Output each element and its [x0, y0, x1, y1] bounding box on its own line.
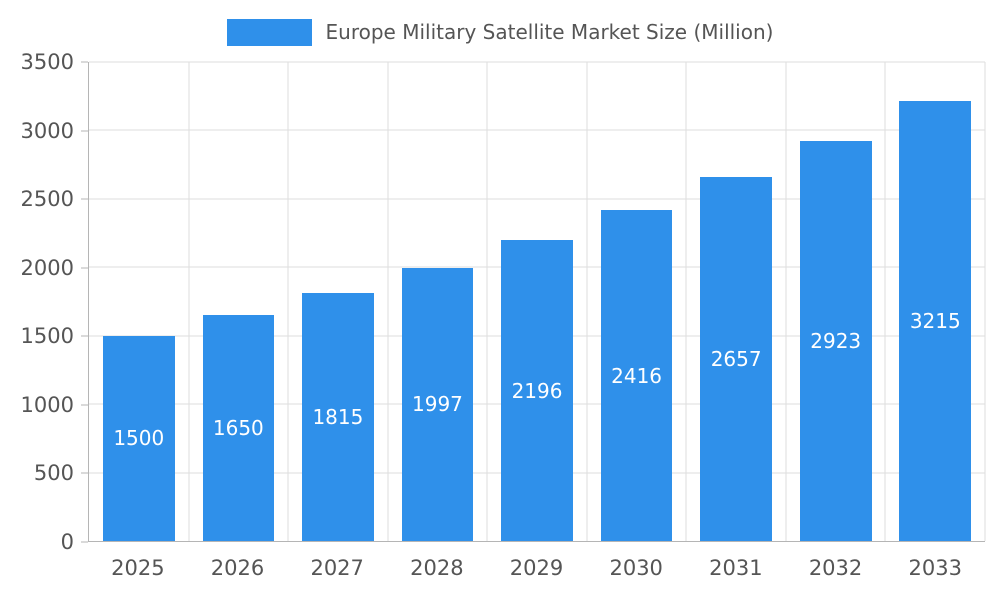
y-axis-label: 1500: [20, 324, 74, 349]
bar-cell: 2196: [487, 62, 587, 541]
bar-cell: 1997: [388, 62, 488, 541]
x-axis-label: 2032: [808, 556, 863, 580]
legend-label: Europe Military Satellite Market Size (M…: [325, 20, 774, 44]
y-axis-tick: [81, 541, 88, 543]
y-axis-label: 2500: [20, 187, 74, 212]
gridline-horizontal: [89, 129, 985, 131]
bar-cell: 2923: [786, 62, 886, 541]
bar-value-label: 2923: [810, 328, 862, 353]
x-axis-label: 2029: [509, 556, 564, 580]
gridline-vertical: [387, 62, 389, 541]
x-axis-label: 2028: [410, 556, 464, 580]
bar-2025: 1500: [102, 335, 175, 541]
y-axis-label: 500: [33, 461, 74, 486]
y-axis-label: 1000: [20, 392, 74, 417]
bar-value-label: 1997: [412, 392, 463, 417]
plot-area: 1500 1650 1815 1997 2196 2416 2657 2923 3215: [88, 61, 986, 542]
y-axis-tick: [81, 130, 88, 132]
x-axis-label: 2030: [609, 556, 663, 580]
y-axis-label: 0: [60, 530, 74, 554]
y-axis-tick: [81, 472, 88, 474]
bar-value-label: 1650: [212, 416, 264, 441]
y-axis-label: 3500: [20, 50, 74, 74]
gridline-vertical: [188, 62, 190, 541]
x-axis-label: 2025: [111, 556, 165, 580]
y-axis-tick: [81, 335, 88, 337]
chart-legend[interactable]: Europe Military Satellite Market Size (M…: [0, 17, 1000, 47]
gridline-horizontal: [89, 198, 985, 200]
bar-value-label: 2657: [710, 347, 762, 372]
x-axis-label: 2031: [709, 556, 763, 580]
gridline-vertical: [884, 62, 886, 541]
bar-2033: 3215: [899, 101, 972, 541]
y-axis-label: 2000: [20, 255, 74, 280]
x-axis-label: 2027: [310, 556, 364, 580]
bar-cell: 1650: [189, 62, 289, 541]
bar-2031: 2657: [700, 177, 772, 541]
bar-value-label: 2196: [511, 378, 563, 403]
x-axis-label: 2033: [908, 556, 962, 580]
bar-value-label: 1815: [312, 404, 364, 429]
gridline-vertical: [685, 62, 687, 541]
x-axis: 2025 2026 2027 2028 2029 2030 2031 2032 2033: [88, 556, 985, 588]
bar-cell: 2416: [587, 62, 687, 541]
x-axis-label: 2026: [210, 556, 265, 580]
y-axis-label: 3000: [20, 118, 74, 143]
bar-value-label: 2416: [611, 363, 663, 388]
bar-cell: 3215: [886, 62, 986, 541]
bar-2027: 1815: [302, 292, 374, 541]
y-axis-tick: [81, 61, 88, 63]
bar-2028: 1997: [401, 267, 474, 541]
bar-2026: 1650: [202, 315, 275, 541]
y-axis: 0 500 1000 1500 2000 2500 3000 3500: [0, 50, 88, 554]
bar-2030: 2416: [600, 210, 673, 541]
y-axis-tick: [81, 198, 88, 200]
gridline-vertical: [586, 62, 588, 541]
bar-cell: 1815: [288, 62, 388, 541]
y-axis-tick: [81, 267, 88, 269]
bar-value-label: 3215: [909, 309, 961, 333]
bar-cell: 2657: [686, 62, 786, 541]
gridline-vertical: [287, 62, 289, 541]
y-axis-tick: [81, 404, 88, 406]
gridline-vertical: [785, 62, 787, 541]
bar-cell: 1500: [89, 62, 189, 541]
gridline-horizontal: [89, 61, 985, 63]
gridline-vertical: [984, 62, 986, 541]
bar-2032: 2923: [799, 140, 872, 541]
bars-row: 1500 1650 1815 1997 2196 2416 2657 2923 3215: [89, 62, 985, 541]
legend-swatch: [226, 18, 312, 46]
bar-value-label: 1500: [113, 426, 165, 451]
gridline-vertical: [486, 62, 488, 541]
bar-2029: 2196: [501, 240, 573, 541]
